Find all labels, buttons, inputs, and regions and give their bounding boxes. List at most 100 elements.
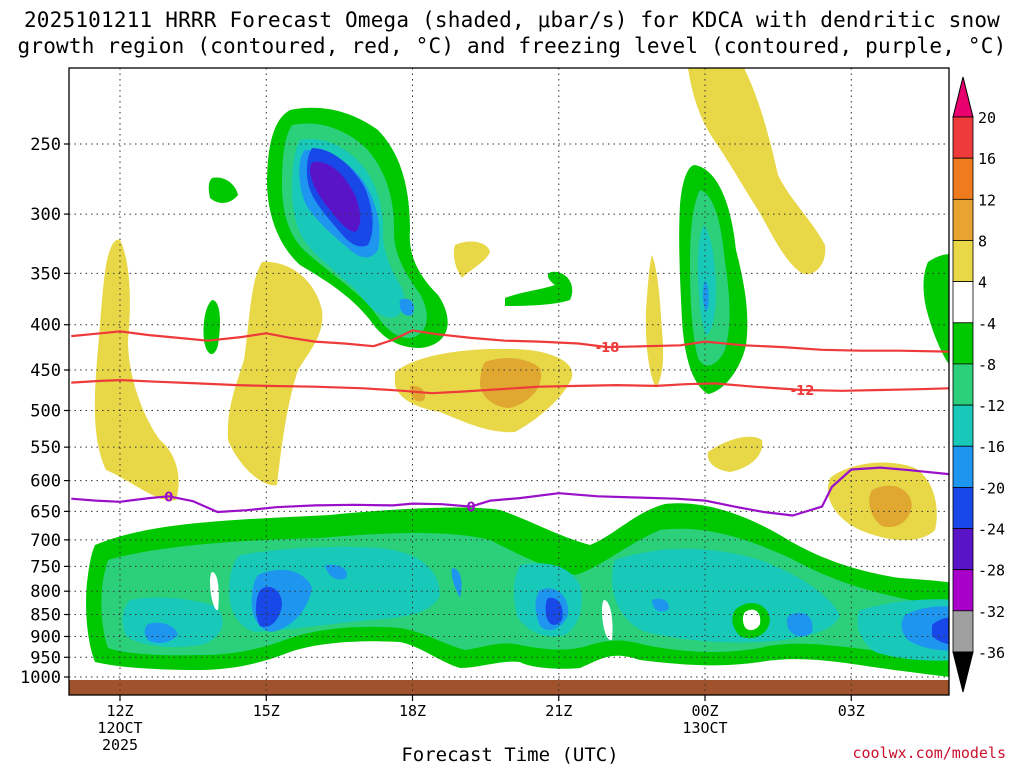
omega-shading xyxy=(69,68,949,695)
y-tick-label: 500 xyxy=(30,402,61,422)
colorbar-segment xyxy=(952,486,974,529)
colorbar-segment xyxy=(952,404,974,447)
contour-label: -12 xyxy=(791,384,815,399)
omega-negative-area xyxy=(505,271,573,306)
omega-hole xyxy=(602,600,613,641)
y-tick-label: 400 xyxy=(30,316,61,336)
y-tick-label: 850 xyxy=(30,606,61,626)
x-tick-label: 2025 xyxy=(102,736,138,754)
y-tick-label: 700 xyxy=(30,531,61,551)
omega-negative-area xyxy=(612,548,840,643)
contours: -18 -12 0 0 xyxy=(71,329,949,517)
x-tick-label: 13OCT xyxy=(682,719,727,737)
colorbar-segment xyxy=(952,322,974,365)
colorbar-label: -8 xyxy=(978,356,996,374)
omega-negative-area xyxy=(932,617,949,645)
contour-label: -18 xyxy=(596,341,620,356)
omega-negative-area xyxy=(786,612,813,637)
y-tick-label: 900 xyxy=(30,628,61,648)
colorbar-label: 20 xyxy=(978,109,996,127)
omega-negative-area xyxy=(208,177,238,203)
colorbar-segment xyxy=(952,281,974,324)
plot-frame xyxy=(68,67,950,696)
y-tick-label: 550 xyxy=(30,438,61,458)
colorbar-label: 12 xyxy=(978,191,996,209)
x-tick-label: 12Z xyxy=(106,702,133,720)
colorbar-segment xyxy=(952,569,974,612)
colorbar-segment xyxy=(952,528,974,571)
omega-positive-area xyxy=(480,358,542,408)
colorbar-segment xyxy=(952,445,974,488)
x-tick-label: 21Z xyxy=(545,702,572,720)
omega-positive-area xyxy=(453,241,490,278)
x-tick-label: 12OCT xyxy=(97,719,142,737)
colorbar-label: 8 xyxy=(978,233,987,251)
omega-negative-area xyxy=(122,597,223,648)
colorbar-label: 16 xyxy=(978,150,996,168)
y-tick-label: 450 xyxy=(30,361,61,381)
colorbar-label: -4 xyxy=(978,315,996,333)
x-tick-label: 03Z xyxy=(838,702,865,720)
contour-line xyxy=(71,466,949,517)
omega-positive-area xyxy=(227,261,323,486)
grid xyxy=(69,68,949,695)
colorbar-segment xyxy=(952,198,974,241)
y-tick-label: 250 xyxy=(30,135,61,155)
omega-positive-area xyxy=(410,385,426,402)
contour-label: 0 xyxy=(164,490,173,505)
contour-label: 0 xyxy=(466,501,475,516)
contour-line xyxy=(71,329,949,353)
colorbar-segment xyxy=(952,651,974,693)
x-tick-label: 00Z xyxy=(691,702,718,720)
chart-title-line-2: growth region (contoured, red, °C) and f… xyxy=(17,34,1007,58)
x-tick-label: 18Z xyxy=(399,702,426,720)
colorbar-segment xyxy=(952,610,974,653)
colorbar-segment xyxy=(952,363,974,406)
omega-negative-area xyxy=(310,161,361,232)
colorbar-label: -12 xyxy=(978,397,1005,415)
omega-positive-area xyxy=(688,68,826,275)
colorbar-label: -16 xyxy=(978,438,1005,456)
y-tick-label: 650 xyxy=(30,502,61,522)
omega-negative-area xyxy=(702,280,709,312)
colorbar-label: -36 xyxy=(978,644,1005,662)
omega-hole xyxy=(742,609,761,631)
credit-link[interactable]: coolwx.com/models xyxy=(852,744,1006,762)
omega-negative-area xyxy=(923,254,949,365)
omega-positive-area xyxy=(645,255,664,388)
omega-negative-area xyxy=(698,225,716,336)
x-axis-title: Forecast Time (UTC) xyxy=(401,744,619,766)
omega-hole xyxy=(210,572,219,611)
colorbar-segment xyxy=(952,116,974,159)
colorbar-label: -28 xyxy=(978,562,1005,580)
colorbar-segment xyxy=(952,240,974,283)
y-tick-label: 350 xyxy=(30,264,61,284)
omega-negative-area xyxy=(325,564,347,580)
colorbar-label: -24 xyxy=(978,521,1005,539)
colorbar-label: -20 xyxy=(978,479,1005,497)
y-tick-label: 1000 xyxy=(20,668,61,688)
omega-negative-area xyxy=(203,300,220,355)
colorbar-label: -32 xyxy=(978,603,1005,621)
omega-negative-area xyxy=(652,598,669,612)
y-tick-label: 600 xyxy=(30,472,61,492)
y-tick-label: 800 xyxy=(30,582,61,602)
omega-negative-area xyxy=(399,298,415,316)
omega-positive-area xyxy=(94,239,179,501)
colorbar: 20 16 12 8 4 -4 -8 -12 -16 -20 -24 -28 -32 -36 xyxy=(952,76,1005,693)
contour-line xyxy=(71,379,949,395)
colorbar-segment xyxy=(952,76,974,118)
y-tick-label: 300 xyxy=(30,205,61,225)
y-tick-label: 950 xyxy=(30,648,61,668)
x-tick-label: 15Z xyxy=(253,702,280,720)
omega-positive-area xyxy=(707,436,763,472)
omega-negative-area xyxy=(255,586,282,627)
omega-negative-area xyxy=(144,622,178,643)
omega-negative-area xyxy=(451,568,462,598)
chart-title-line-1: 2025101211 HRRR Forecast Omega (shaded, … xyxy=(23,8,1001,32)
omega-positive-area xyxy=(869,485,912,528)
colorbar-segment xyxy=(952,157,974,200)
surface-strip xyxy=(69,680,949,695)
